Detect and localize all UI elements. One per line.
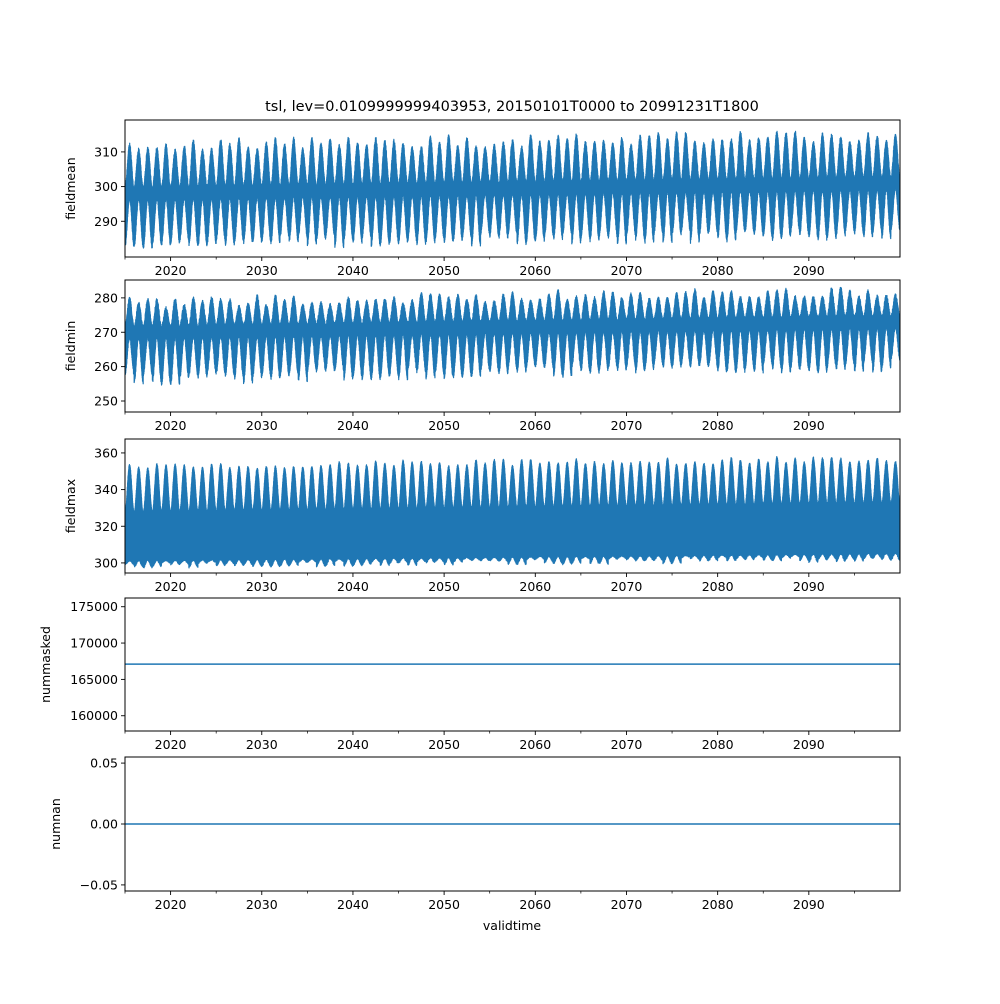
x-tick-label: 2080 — [702, 418, 734, 433]
y-tick-label: 160000 — [70, 708, 118, 723]
y-tick-label: 260 — [94, 359, 118, 374]
y-tick-label: 290 — [94, 214, 118, 229]
x-tick-label: 2070 — [611, 737, 643, 752]
x-tick-label: 2030 — [246, 737, 278, 752]
y-axis-label: fieldmax — [63, 479, 78, 533]
x-tick-label: 2070 — [611, 418, 643, 433]
y-axis-label: numnan — [48, 798, 63, 850]
x-tick-label: 2080 — [702, 579, 734, 594]
x-tick-label: 2090 — [793, 579, 825, 594]
x-tick-label: 2020 — [155, 263, 187, 278]
panel-fieldmean: 290 300 310 fieldmean 2020 2030 2040 2050 2060 20… — [63, 119, 901, 278]
axes-frame — [124, 438, 901, 574]
x-tick-label: 2060 — [519, 737, 551, 752]
y-tick-label: 360 — [94, 445, 118, 460]
x-tick-label: 2070 — [611, 263, 643, 278]
x-tick-label: 2020 — [155, 737, 187, 752]
y-tick-label: 250 — [94, 394, 118, 409]
y-tick-label: 340 — [94, 482, 118, 497]
x-tick-label: 2040 — [337, 737, 369, 752]
y-tick-label: 175000 — [70, 599, 118, 614]
series-line-fieldmin — [125, 286, 900, 386]
x-tick-label: 2070 — [611, 897, 643, 912]
x-tick-label: 2050 — [428, 737, 460, 752]
x-tick-label: 2050 — [428, 897, 460, 912]
x-tick-label: 2080 — [702, 897, 734, 912]
axes-frame — [124, 119, 901, 258]
y-tick-label: 300 — [94, 555, 118, 570]
x-tick-label: 2090 — [793, 897, 825, 912]
x-tick-label: 2090 — [793, 263, 825, 278]
x-tick-label: 2040 — [337, 418, 369, 433]
y-tick-label: 300 — [94, 179, 118, 194]
y-tick-label: 0.05 — [90, 756, 118, 771]
x-tick-label: 2070 — [611, 579, 643, 594]
x-tick-label: 2040 — [337, 897, 369, 912]
y-tick-label: 270 — [94, 325, 118, 340]
x-tick-label: 2030 — [246, 897, 278, 912]
x-tick-label: 2060 — [519, 418, 551, 433]
x-tick-label: 2030 — [246, 579, 278, 594]
y-tick-label: 320 — [94, 519, 118, 534]
y-tick-label: 0.00 — [90, 817, 118, 832]
x-tick-label: 2020 — [155, 897, 187, 912]
x-tick-label: 2090 — [793, 737, 825, 752]
y-tick-label: 165000 — [70, 672, 118, 687]
x-tick-label: 2060 — [519, 263, 551, 278]
x-tick-label: 2030 — [246, 418, 278, 433]
x-tick-label: 2050 — [428, 579, 460, 594]
axes-frame — [124, 597, 901, 732]
x-tick-label: 2060 — [519, 579, 551, 594]
y-tick-label: 280 — [94, 290, 118, 305]
x-tick-label: 2080 — [702, 737, 734, 752]
panel-fieldmin: 250 260 270 280 fieldmin 2020 2030 2040 2050 2060… — [63, 279, 901, 433]
x-tick-label: 2050 — [428, 263, 460, 278]
series-line-fieldmax — [125, 455, 900, 569]
x-tick-label: 2020 — [155, 579, 187, 594]
x-tick-label: 2020 — [155, 418, 187, 433]
panel-numnan: −0.05 0.00 0.05 numnan 2020 2030 2040 2050 2060 2… — [48, 756, 901, 912]
x-tick-label: 2080 — [702, 263, 734, 278]
y-axis-label: fieldmin — [63, 321, 78, 372]
x-tick-label: 2030 — [246, 263, 278, 278]
x-tick-label: 2060 — [519, 897, 551, 912]
series-line-fieldmean — [125, 130, 900, 249]
y-tick-label: 310 — [94, 144, 118, 159]
x-tick-label: 2040 — [337, 263, 369, 278]
y-tick-label: −0.05 — [80, 877, 118, 892]
y-axis-label: fieldmean — [63, 157, 78, 219]
panel-nummasked: 160000 165000 170000 175000 nummasked 2020 203… — [38, 597, 901, 752]
panel-fieldmax: 300 320 340 360 fieldmax 2020 2030 2040 2050 2060… — [63, 438, 901, 594]
x-axis-label: validtime — [483, 918, 541, 933]
y-axis-label: nummasked — [38, 626, 53, 703]
chart-title: tsl, lev=0.0109999999403953, 20150101T00… — [265, 99, 759, 115]
y-tick-label: 170000 — [70, 636, 118, 651]
axes-frame — [124, 279, 901, 413]
x-tick-label: 2040 — [337, 579, 369, 594]
x-tick-label: 2050 — [428, 418, 460, 433]
x-tick-label: 2090 — [793, 418, 825, 433]
